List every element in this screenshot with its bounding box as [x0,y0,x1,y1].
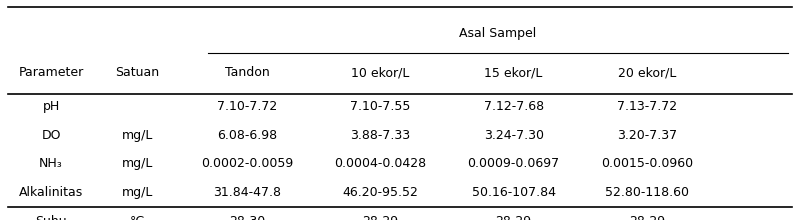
Text: 3.24-7.30: 3.24-7.30 [484,129,544,142]
Text: 50.16-107.84: 50.16-107.84 [472,186,556,199]
Text: Satuan: Satuan [115,66,159,79]
Text: 46.20-95.52: 46.20-95.52 [342,186,418,199]
Text: °C: °C [130,214,145,220]
Text: 7.13-7.72: 7.13-7.72 [617,100,677,113]
Text: 3.88-7.33: 3.88-7.33 [350,129,410,142]
Text: 7.10-7.55: 7.10-7.55 [350,100,410,113]
Text: mg/L: mg/L [122,129,153,142]
Text: DO: DO [42,129,61,142]
Text: 28-30: 28-30 [229,214,266,220]
Text: 0.0015-0.0960: 0.0015-0.0960 [601,158,693,170]
Text: 7.12-7.68: 7.12-7.68 [484,100,544,113]
Text: 7.10-7.72: 7.10-7.72 [217,100,278,113]
Text: NH₃: NH₃ [39,158,63,170]
Text: mg/L: mg/L [122,158,153,170]
Text: 20 ekor/L: 20 ekor/L [618,66,676,79]
Text: 10 ekor/L: 10 ekor/L [351,66,410,79]
Text: 15 ekor/L: 15 ekor/L [485,66,543,79]
Text: mg/L: mg/L [122,186,153,199]
Text: Tandon: Tandon [225,66,270,79]
Text: 28-29: 28-29 [629,214,665,220]
Text: 0.0002-0.0059: 0.0002-0.0059 [201,158,294,170]
Text: 28-29: 28-29 [496,214,532,220]
Text: 0.0004-0.0428: 0.0004-0.0428 [334,158,426,170]
Text: Suhu: Suhu [35,214,67,220]
Text: pH: pH [42,100,60,113]
Text: 31.84-47.8: 31.84-47.8 [213,186,281,199]
Text: 28-29: 28-29 [362,214,398,220]
Text: 0.0009-0.0697: 0.0009-0.0697 [468,158,560,170]
Text: 52.80-118.60: 52.80-118.60 [605,186,689,199]
Text: Asal Sampel: Asal Sampel [459,27,537,40]
Text: 6.08-6.98: 6.08-6.98 [217,129,277,142]
Text: Parameter: Parameter [18,66,84,79]
Text: Alkalinitas: Alkalinitas [19,186,83,199]
Text: 3.20-7.37: 3.20-7.37 [617,129,677,142]
